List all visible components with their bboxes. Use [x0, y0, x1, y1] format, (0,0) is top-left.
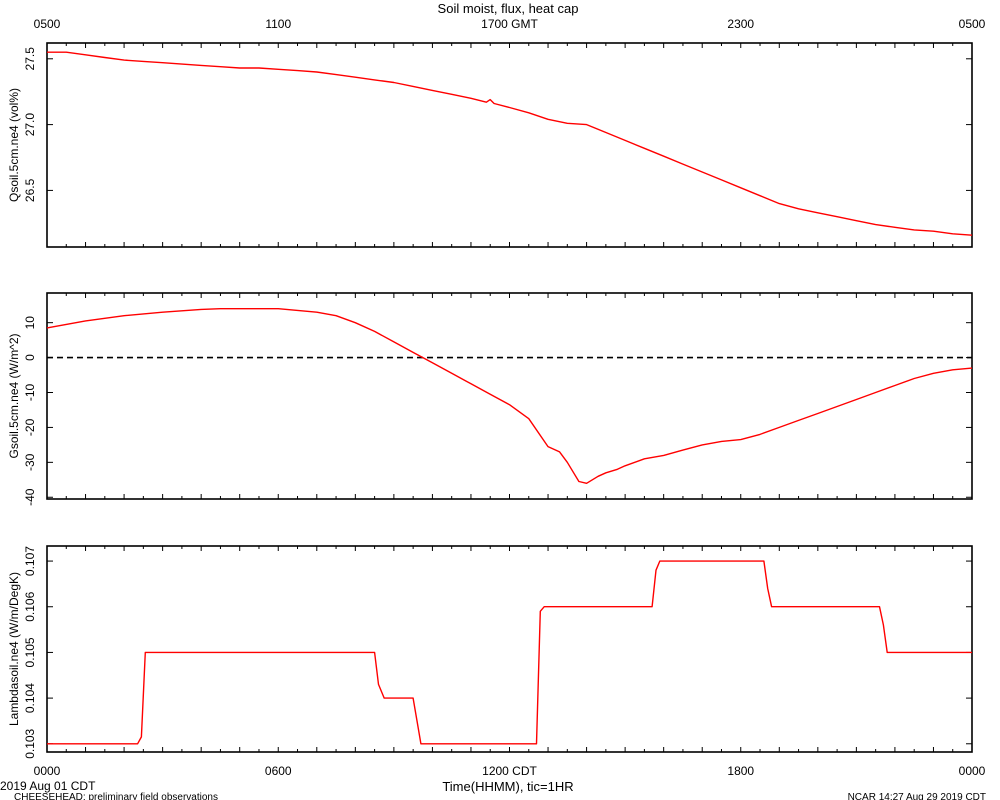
bottom-axis-tick-label: 1800 [727, 764, 754, 778]
top-axis-tick-label: 1100 [265, 17, 291, 31]
bottom-axis-tick-label: 1200 CDT [482, 764, 537, 778]
chart-panel-1: 26.5 27.0 27.5 Qsoil.5cm.ne4 (vol%) [7, 42, 973, 248]
y-axis-label: Gsoil.5cm.ne4 (W/m^2) [7, 334, 21, 459]
y-tick-label: -40 [23, 488, 37, 506]
chart-panel-3: 0.103 0.104 0.105 0.106 0.107Lambdasoil.ne4 … [7, 545, 973, 759]
y-axis-label: Qsoil.5cm.ne4 (vol%) [7, 88, 21, 202]
y-tick-label: 26.5 [23, 178, 37, 202]
y-tick-label: 27.0 [23, 113, 37, 137]
bottom-axis-tick-label: 0000 [959, 764, 986, 778]
chart-title: Soil moist, flux, heat cap [438, 1, 579, 16]
x-axis-label: Time(HHMM), tic=1HR [442, 779, 573, 794]
y-tick-label: 0.105 [23, 637, 37, 667]
y-tick-label: 0.106 [23, 591, 37, 621]
bottom-time-axis-labels: 0000 0600 1200 CDT 1800 0000 [34, 764, 986, 778]
y-tick-label: 0.103 [23, 728, 37, 758]
series-line [47, 51, 973, 236]
footer-note: CHEESEHEAD: preliminary field observatio… [14, 792, 218, 800]
footer-date: 2019 Aug 01 CDT [0, 779, 96, 793]
y-tick-label: -20 [23, 418, 37, 436]
panel-frame [46, 545, 973, 753]
y-tick-label: 0.104 [23, 683, 37, 713]
top-axis-tick-label: 1700 GMT [481, 17, 538, 31]
top-axis-tick-label: 0500 [959, 17, 986, 31]
y-axis-label: Lambdasoil.ne4 (W/m/DegK) [7, 572, 21, 726]
bottom-axis-tick-label: 0600 [265, 764, 292, 778]
panel-frame [46, 292, 973, 500]
top-axis-tick-label: 2300 [727, 17, 754, 31]
series-line [47, 560, 972, 745]
y-tick-label: 0.107 [23, 546, 37, 576]
top-time-axis-labels: 0500 1100 1700 GMT 2300 0500 [34, 17, 986, 31]
y-tick-label: -30 [23, 453, 37, 471]
chart-panels: 26.5 27.0 27.5 Qsoil.5cm.ne4 (vol%) -40 -30 -2… [7, 42, 973, 759]
y-tick-label: 10 [23, 316, 37, 330]
footer-credit: NCAR 14:27 Aug 29 2019 CDT [848, 792, 986, 800]
y-tick-label: -10 [23, 384, 37, 402]
top-axis-tick-label: 0500 [34, 17, 61, 31]
bottom-axis-tick-label: 0000 [34, 764, 61, 778]
y-tick-label: 27.5 [23, 47, 37, 71]
series-line [46, 308, 973, 484]
y-tick-label: 0 [23, 354, 37, 361]
